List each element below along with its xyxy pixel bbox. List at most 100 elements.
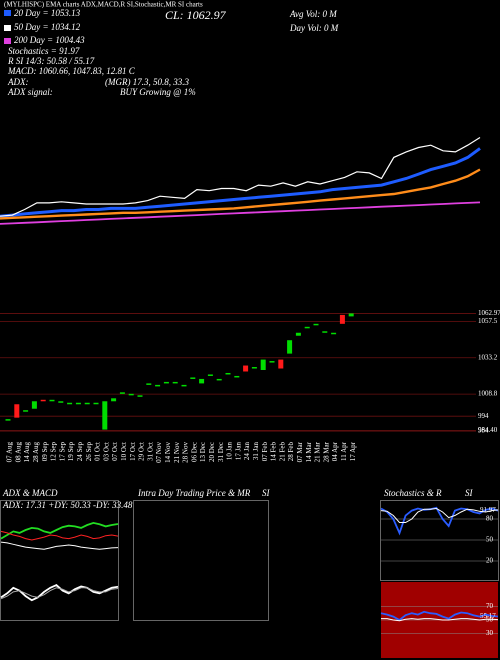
y-tick-label: 70 [486, 602, 494, 610]
indicator-line [0, 584, 119, 602]
intraday-panel [133, 500, 269, 621]
legend-entry: Stochastics = 91.97 [8, 46, 80, 56]
x-tick-label: 14 Mar [305, 441, 313, 462]
y-tick-label: 1008.8 [478, 390, 498, 398]
x-tick-label: 17 Sep [58, 442, 66, 462]
ema-line [0, 168, 481, 220]
candle [84, 402, 90, 405]
y-tick-label: 984.40 [478, 426, 498, 434]
x-tick-label: 24 Jan [243, 442, 251, 461]
x-tick-label: 20 Dec [208, 442, 216, 462]
x-tick-label: 28 Mar [322, 441, 330, 462]
y-tick-label: 1057.5 [478, 317, 498, 325]
x-tick-label: 09 Sep [41, 442, 49, 462]
adx-panel [0, 500, 119, 621]
legend-swatch [4, 10, 11, 16]
candle [251, 367, 257, 369]
candle [119, 392, 125, 394]
ema-line [0, 147, 481, 218]
legend-entry: 20 Day = 1053.13 [14, 8, 81, 18]
candle [190, 377, 196, 379]
candle [172, 381, 178, 384]
candle [331, 332, 337, 335]
candle [5, 419, 11, 421]
x-tick-label: 07 Nov [155, 442, 163, 463]
header-title: (MYLHISPC) EMA charts ADX,MACD,R SI,Stoc… [4, 1, 203, 9]
x-tick-label: 07 Mar [296, 441, 304, 462]
legend-entry: 200 Day = 1004.43 [14, 35, 85, 45]
x-tick-label: 24 Sep [76, 442, 84, 462]
stoch-panel [380, 500, 499, 581]
candle [216, 378, 222, 381]
adx-signal-label: ADX signal: [7, 87, 53, 97]
x-tick-label: 04 Apr [331, 441, 339, 461]
stoch-title: Stochastics & R [384, 488, 442, 498]
indicator-line [380, 506, 499, 536]
price-line [0, 136, 481, 217]
candle [128, 393, 134, 396]
y-tick-label: 30 [486, 629, 494, 637]
indicator-line [380, 507, 499, 523]
candle [111, 398, 117, 402]
candle [287, 340, 293, 354]
x-tick-label: 06 Dec [190, 442, 198, 462]
legend-entry: MACD: 1060.66, 1047.83, 12.81 C [7, 66, 136, 76]
candle [322, 331, 328, 333]
x-tick-label: 14 Feb [270, 442, 278, 462]
candle [75, 402, 81, 405]
last-value-label: 55.17 [480, 612, 496, 620]
candle [31, 401, 37, 409]
x-tick-label: 12 Sep [50, 442, 58, 462]
legend-entry: R SI 14/3: 50.58 / 55.17 [7, 56, 95, 66]
candle [163, 381, 169, 384]
x-tick-label: 14 Aug [23, 442, 31, 463]
x-tick-label: 13 Dec [199, 442, 207, 462]
candle [155, 384, 161, 387]
candle [14, 404, 20, 418]
candle [199, 378, 205, 384]
y-tick-label: 984 [478, 427, 489, 435]
candle [181, 384, 187, 387]
legend-swatch [4, 38, 11, 44]
candle [348, 313, 354, 317]
x-tick-label: 21 Feb [278, 442, 286, 462]
x-tick-label: 28 Aug [32, 442, 40, 463]
intraday-suffix: SI [262, 488, 271, 498]
x-tick-label: 28 Feb [287, 442, 295, 462]
adx-subtitle: ADX: 17.31 +DY: 50.33 -DY: 33.48 [2, 500, 133, 510]
x-tick-label: 10 Oct [120, 442, 128, 461]
candle [40, 399, 46, 402]
x-tick-label: 17 Apr [349, 441, 357, 461]
x-tick-label: 10 Jan [226, 442, 234, 461]
x-tick-label: 08 Aug [14, 442, 22, 463]
candle [49, 399, 55, 402]
candle [137, 395, 143, 397]
y-tick-label: 80 [486, 515, 494, 523]
ema-line [0, 201, 481, 225]
y-tick-label: 1033.2 [478, 353, 498, 361]
candle [225, 372, 231, 375]
candle [278, 359, 284, 369]
x-tick-label: 07 Oct [111, 442, 119, 461]
candle [234, 375, 240, 378]
x-tick-label: 31 Dec [217, 442, 225, 462]
x-tick-label: 29 Oct [138, 442, 146, 461]
stoch-suffix: SI [465, 488, 474, 498]
candle [260, 359, 266, 370]
candle [58, 401, 64, 403]
y-tick-label: 20 [486, 557, 494, 565]
candle [93, 402, 99, 405]
candle [146, 383, 152, 385]
intraday-title: Intra Day Trading Price & MR [137, 488, 251, 498]
indicator-line [0, 521, 119, 540]
y-tick-label: 50 [486, 536, 494, 544]
indicator-line [0, 587, 119, 600]
y-tick-label: 994 [478, 412, 489, 420]
indicator-line [0, 541, 119, 550]
last-value-label: 91.97 [480, 506, 496, 514]
x-tick-label: 31 Jan [252, 442, 260, 461]
x-tick-label: 21 Mar [314, 441, 322, 462]
candle [23, 410, 29, 412]
x-tick-label: 19 Sep [67, 442, 75, 462]
